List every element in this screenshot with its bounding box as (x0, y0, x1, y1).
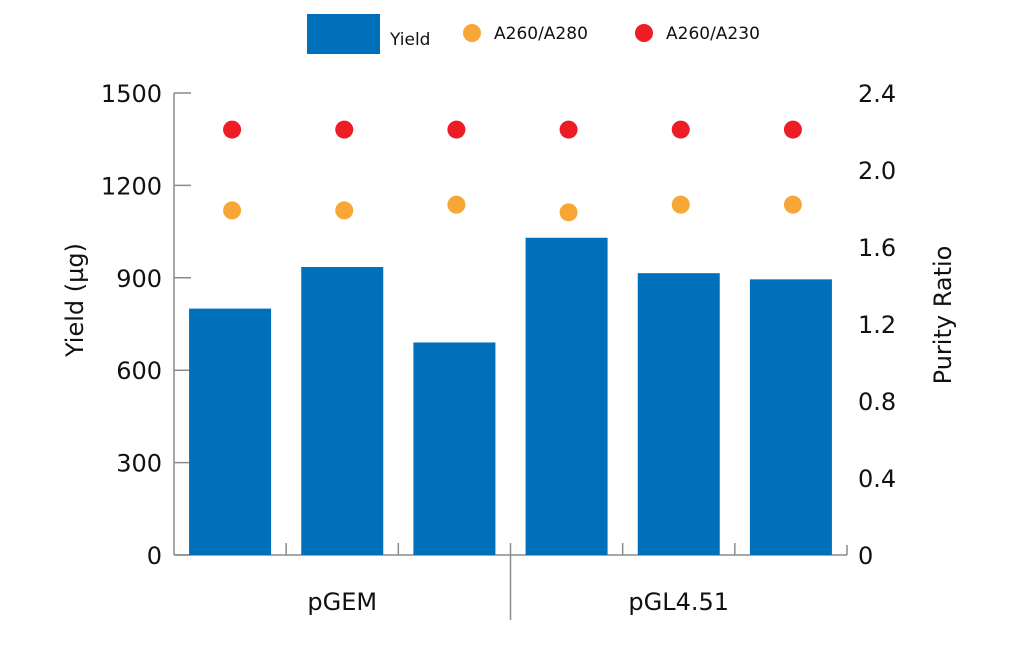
y-tick-label: 300 (116, 450, 162, 478)
legend-marker-a260-a280 (463, 24, 481, 42)
group-label: pGEM (307, 588, 377, 616)
legend-label-yield: Yield (389, 30, 430, 50)
y-tick-label: 600 (116, 357, 162, 385)
legend-label-a260-a280: A260/A280 (494, 24, 588, 44)
y2-tick-label: 2.4 (858, 80, 896, 108)
bar-yield (189, 308, 272, 555)
y-tick-label: 1200 (101, 172, 162, 200)
point-a260-a230 (559, 120, 578, 139)
bars-layer (189, 237, 832, 555)
y-axis-title: Yield (µg) (61, 243, 89, 358)
y2-tick-label: 2.0 (858, 157, 896, 185)
point-a260-a230 (447, 120, 466, 139)
legend: Yield A260/A280 A260/A230 (307, 14, 760, 54)
points-layer (223, 120, 802, 222)
y2-tick-label: 0.4 (858, 465, 896, 493)
bar-yield (637, 273, 720, 555)
legend-marker-a260-a230 (635, 24, 653, 42)
y2-tick-label: 0 (858, 542, 873, 570)
point-a260-a280 (671, 195, 690, 214)
point-a260-a230 (671, 120, 690, 139)
y2-axis-title: Purity Ratio (929, 246, 957, 385)
point-a260-a230 (783, 120, 802, 139)
point-a260-a280 (559, 203, 578, 222)
legend-swatch-yield (307, 14, 380, 54)
y-tick-label: 0 (147, 542, 162, 570)
bar-yield (301, 267, 384, 555)
bar-yield (749, 279, 832, 555)
point-a260-a230 (335, 120, 354, 139)
point-a260-a230 (223, 120, 242, 139)
y2-tick-label: 1.2 (858, 311, 896, 339)
axes: 0 300 600 900 1200 1500 0 0.4 0.8 1.2 1.6 2.0 2.4 pGE… (101, 80, 896, 620)
y-tick-label: 1500 (101, 80, 162, 108)
y2-tick-label: 0.8 (858, 388, 896, 416)
legend-label-a260-a230: A260/A230 (666, 24, 760, 44)
group-label: pGL4.51 (628, 588, 729, 616)
y2-tick-label: 1.6 (858, 234, 896, 262)
point-a260-a280 (447, 195, 466, 214)
point-a260-a280 (783, 195, 802, 214)
y-tick-label: 900 (116, 265, 162, 293)
point-a260-a280 (223, 201, 242, 220)
bar-yield (413, 342, 496, 555)
bar-yield (525, 237, 608, 555)
point-a260-a280 (335, 201, 354, 220)
